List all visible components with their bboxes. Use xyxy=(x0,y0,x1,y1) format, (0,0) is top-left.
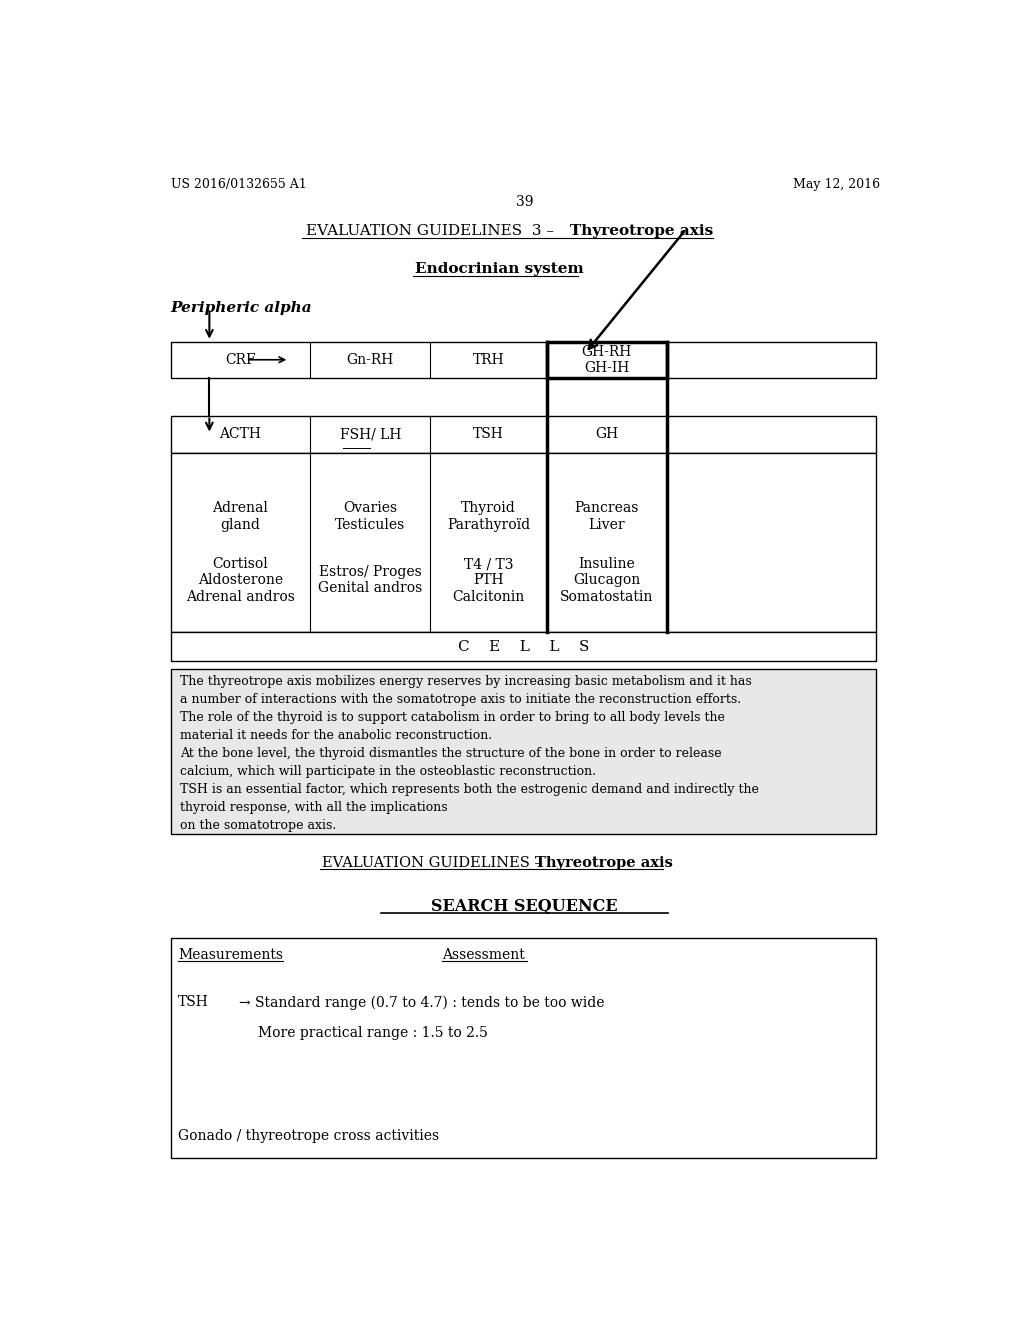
FancyBboxPatch shape xyxy=(171,669,876,834)
Text: CRF: CRF xyxy=(225,352,256,367)
Text: 39: 39 xyxy=(516,195,534,210)
Text: Measurements: Measurements xyxy=(178,948,284,962)
Text: Assessment: Assessment xyxy=(442,948,524,962)
FancyBboxPatch shape xyxy=(547,342,667,378)
Text: Ovaries
Testicules: Ovaries Testicules xyxy=(335,502,406,532)
Text: TSH: TSH xyxy=(178,995,209,1010)
FancyBboxPatch shape xyxy=(171,453,876,632)
Text: Thyroid
Parathyroïd: Thyroid Parathyroïd xyxy=(446,502,530,532)
Text: May 12, 2016: May 12, 2016 xyxy=(793,178,880,190)
Text: Gonado / thyreotrope cross activities: Gonado / thyreotrope cross activities xyxy=(178,1129,439,1143)
Text: TSH: TSH xyxy=(473,428,504,441)
Text: Cortisol
Aldosterone
Adrenal andros: Cortisol Aldosterone Adrenal andros xyxy=(186,557,295,603)
Text: Thyreotrope axis: Thyreotrope axis xyxy=(535,857,673,870)
Text: TRH: TRH xyxy=(472,352,504,367)
Text: EVALUATION GUIDELINES  3 –: EVALUATION GUIDELINES 3 – xyxy=(306,224,559,238)
FancyBboxPatch shape xyxy=(171,632,876,661)
Text: C    E    L    L    S: C E L L S xyxy=(458,640,589,653)
Text: GH-RH
GH-IH: GH-RH GH-IH xyxy=(582,345,632,375)
Text: Estros/ Proges
Genital andros: Estros/ Proges Genital andros xyxy=(318,565,422,595)
Text: Insuline
Glucagon
Somatostatin: Insuline Glucagon Somatostatin xyxy=(560,557,653,603)
Text: ACTH: ACTH xyxy=(219,428,261,441)
Text: US 2016/0132655 A1: US 2016/0132655 A1 xyxy=(171,178,306,190)
Text: T4 / T3
PTH
Calcitonin: T4 / T3 PTH Calcitonin xyxy=(453,557,524,603)
Text: → Standard range (0.7 to 4.7) : tends to be too wide: → Standard range (0.7 to 4.7) : tends to… xyxy=(239,995,604,1010)
Text: Pancreas
Liver: Pancreas Liver xyxy=(574,502,639,532)
Text: Peripheric alpha: Peripheric alpha xyxy=(171,301,312,315)
Text: Thyreotrope axis: Thyreotrope axis xyxy=(569,224,713,238)
Text: EVALUATION GUIDELINES –: EVALUATION GUIDELINES – xyxy=(322,857,546,870)
Text: Endocrinian system: Endocrinian system xyxy=(415,263,584,276)
FancyBboxPatch shape xyxy=(171,342,876,378)
Text: GH: GH xyxy=(595,428,618,441)
Text: More practical range : 1.5 to 2.5: More practical range : 1.5 to 2.5 xyxy=(258,1026,488,1040)
FancyBboxPatch shape xyxy=(171,416,876,453)
Text: FSH/ LH: FSH/ LH xyxy=(340,428,400,441)
FancyBboxPatch shape xyxy=(171,939,876,1158)
Text: Adrenal
gland: Adrenal gland xyxy=(212,502,268,532)
Text: The thyreotrope axis mobilizes energy reserves by increasing basic metabolism an: The thyreotrope axis mobilizes energy re… xyxy=(180,675,759,832)
Text: SEARCH SEQUENCE: SEARCH SEQUENCE xyxy=(431,899,618,915)
Text: Gn-RH: Gn-RH xyxy=(346,352,394,367)
